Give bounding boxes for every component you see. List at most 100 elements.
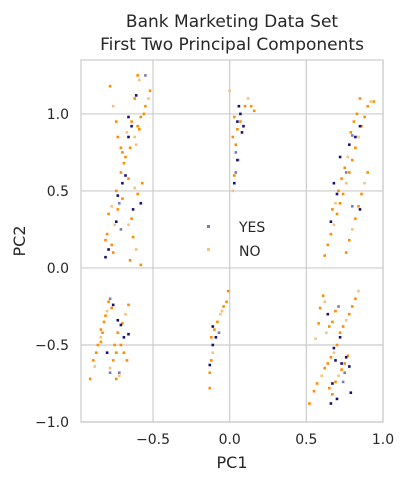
x-tick-label: 1.0 — [372, 432, 394, 448]
data-point-no — [122, 351, 126, 354]
data-point-no — [326, 362, 330, 365]
data-point-no — [130, 217, 133, 220]
data-point-no — [108, 366, 112, 370]
data-point-no — [369, 100, 372, 103]
data-point-no — [328, 386, 331, 390]
data-point-yes — [124, 174, 127, 177]
x-axis-label: PC1 — [217, 453, 248, 472]
data-point-yes — [326, 312, 330, 316]
data-point-no — [315, 382, 319, 385]
data-point-yes — [116, 319, 120, 322]
data-point-no — [116, 208, 120, 211]
data-point-no — [323, 366, 326, 370]
data-point-yes — [131, 208, 135, 211]
data-point-no — [108, 84, 112, 88]
data-point-no — [113, 223, 116, 227]
data-point-no — [113, 343, 116, 347]
data-point-no — [334, 380, 337, 384]
data-point-no — [119, 171, 123, 174]
data-point-no — [340, 368, 343, 371]
data-point-no — [317, 322, 320, 325]
data-point-no — [125, 359, 129, 362]
data-point-no — [130, 120, 133, 123]
data-point-no — [346, 155, 349, 159]
data-point-no — [346, 354, 349, 358]
data-point-yes — [239, 112, 242, 116]
data-point-yes — [343, 371, 346, 374]
data-point-yes — [351, 134, 354, 137]
data-point-no — [341, 192, 345, 196]
data-point-no — [343, 166, 346, 170]
legend-marker-yes — [207, 225, 210, 228]
data-point-no — [312, 389, 316, 393]
data-point-no — [236, 128, 239, 131]
data-point-no — [355, 112, 359, 116]
data-point-no — [357, 289, 360, 293]
data-point-no — [133, 135, 136, 139]
y-tick-label: 0.5 — [47, 184, 69, 200]
data-point-yes — [332, 181, 336, 185]
data-point-no — [99, 328, 103, 331]
data-point-yes — [115, 220, 118, 223]
data-point-no — [141, 181, 144, 185]
data-point-no — [211, 351, 215, 354]
data-point-no — [363, 115, 366, 119]
data-point-yes — [111, 303, 115, 307]
data-point-no — [127, 177, 130, 180]
legend-label-yes: YES — [238, 220, 265, 236]
data-point-no — [332, 223, 336, 227]
data-point-yes — [116, 194, 120, 197]
data-point-no — [360, 124, 363, 128]
data-point-no — [354, 297, 357, 301]
data-point-no — [105, 309, 109, 313]
scatter-points — [88, 74, 376, 405]
data-point-no — [210, 336, 213, 339]
data-point-no — [338, 202, 342, 205]
data-point-no — [233, 174, 236, 177]
data-point-yes — [338, 336, 342, 339]
data-point-no — [326, 243, 330, 247]
data-point-no — [231, 135, 235, 139]
x-tick-label: 0.0 — [219, 432, 241, 448]
data-point-yes — [107, 248, 110, 251]
chart-title-line-1: Bank Marketing Data Set — [126, 12, 338, 32]
data-point-no — [231, 189, 235, 193]
chart-title-line-2: First Two Principal Components — [100, 35, 364, 55]
data-point-no — [323, 300, 326, 304]
data-point-yes — [211, 325, 215, 328]
data-point-no — [349, 131, 353, 134]
data-point-yes — [329, 402, 333, 405]
data-point-no — [340, 177, 343, 180]
data-point-no — [338, 331, 342, 334]
data-point-no — [329, 232, 333, 236]
x-tick-labels: −0.5 0.0 0.5 1.0 — [136, 432, 394, 448]
data-point-no — [131, 235, 135, 239]
data-point-no — [92, 359, 95, 362]
data-point-no — [344, 319, 348, 322]
data-point-no — [110, 205, 113, 208]
data-point-no — [323, 254, 326, 257]
data-point-yes — [341, 380, 345, 384]
data-point-yes — [122, 336, 126, 339]
data-point-no — [115, 120, 118, 123]
data-point-no — [139, 263, 143, 267]
data-point-no — [147, 97, 150, 100]
data-point-no — [128, 146, 132, 150]
data-point-yes — [358, 208, 362, 211]
data-point-yes — [144, 74, 147, 77]
data-point-no — [96, 343, 100, 347]
y-tick-label: 0.0 — [47, 261, 69, 277]
data-point-yes — [358, 124, 362, 128]
data-point-no — [328, 325, 331, 328]
data-point-yes — [211, 343, 215, 347]
data-point-no — [128, 259, 132, 262]
data-point-no — [228, 89, 231, 93]
data-point-no — [226, 289, 230, 293]
data-point-no — [320, 374, 323, 378]
data-point-no — [233, 115, 236, 119]
data-point-no — [331, 393, 334, 396]
data-point-no — [219, 312, 222, 316]
data-point-yes — [240, 131, 244, 134]
data-point-no — [246, 97, 250, 100]
y-axis-label: PC2 — [10, 226, 29, 257]
